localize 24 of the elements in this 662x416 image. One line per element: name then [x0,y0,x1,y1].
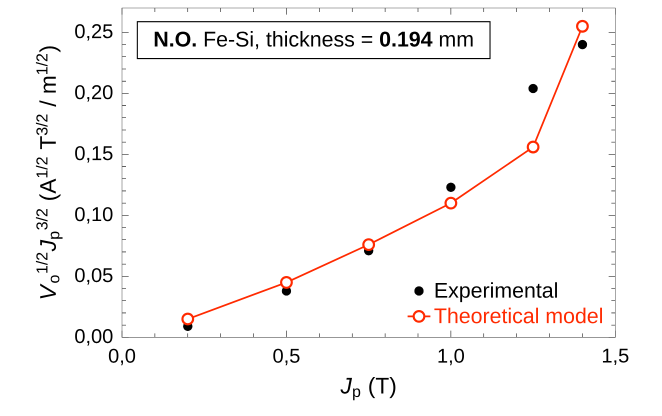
annotation: N.O. Fe-Si, thickness = 0.194 mm [154,31,473,50]
point [444,196,458,210]
x-axis-title: J$_{p}$ (T) [340,377,396,400]
x-tick-label: 0,5 [273,348,300,366]
text: V$_{o}$$^{1/2}$J$_{p}$$^{3/2}$ (A$^{1/2}$ T$^{3/2}$ / m$^{1/2}$) [36,46,63,298]
legend-label: Experimental [436,282,557,302]
x-tick-label: 1,5 [602,348,628,366]
y-tick-label: 0,05 [75,268,112,285]
point [280,276,293,289]
y-tick-label: 0,15 [75,146,112,163]
point [181,312,194,326]
point [526,140,540,154]
point [576,20,589,33]
y-tick-label: 0,10 [75,207,112,224]
y-tick-label: 0,25 [75,24,112,41]
point [528,84,538,94]
x-tick-label: 0,0 [108,348,136,366]
y-tick-label: 0,20 [75,85,112,102]
y-tick-label: 0,00 [75,329,112,346]
point [578,40,588,50]
legend-label: Theoretical model [434,308,602,324]
point [362,238,376,252]
point [446,182,456,192]
x-tick-label: 1,0 [438,348,464,366]
